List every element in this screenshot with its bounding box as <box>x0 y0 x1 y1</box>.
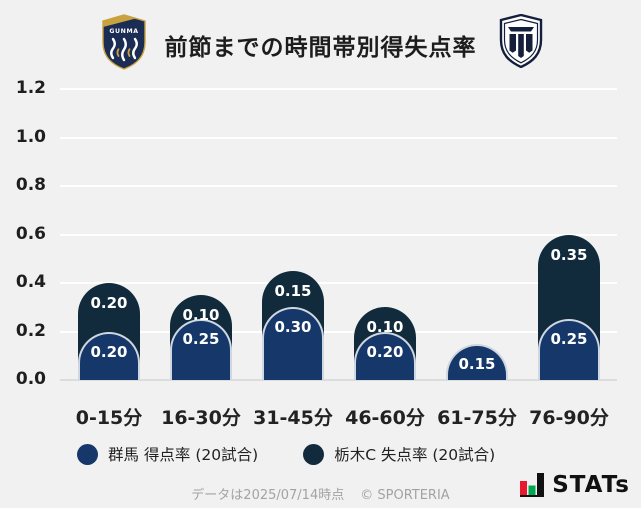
stats-logo: STATs <box>519 472 630 498</box>
data-source-note: データは2025/07/14時点 © SPORTERIA <box>0 484 641 503</box>
gridline <box>60 282 617 284</box>
legend-label: 栃木C 失点率 (20試合) <box>334 446 496 464</box>
y-tick-label: 0.2 <box>15 320 46 341</box>
y-tick-label: 0.0 <box>15 369 46 389</box>
tochigi-city-crest-icon <box>499 13 543 69</box>
score-rate-value-label: 0.25 <box>182 330 220 349</box>
gridline <box>60 185 617 187</box>
concede-rate-value-label: 0.10 <box>182 306 220 325</box>
concede-rate-value-label: 0.35 <box>550 245 588 264</box>
y-tick-label: 0.4 <box>15 272 46 292</box>
gunma-crest-logo: GUNMA <box>100 14 148 74</box>
score-rate-value-label: 0.15 <box>458 354 496 373</box>
score-rate-bar <box>538 319 600 380</box>
stats-brand-text: STATs <box>552 472 630 498</box>
x-tick-label: 0-15分 <box>75 407 143 429</box>
stats-bar-chart-icon <box>520 473 545 497</box>
gunma-crest-icon: GUNMA <box>102 14 146 70</box>
x-tick-label: 31-45分 <box>253 407 333 429</box>
concede-rate-value-label: 0.15 <box>274 281 312 300</box>
score-rate-bar <box>170 319 232 380</box>
copyright-text: © SPORTERIA <box>360 488 450 503</box>
y-tick-label: 1.0 <box>15 126 46 147</box>
tochigi-legend-swatch-icon <box>303 443 325 465</box>
score-rate-value-label: 0.20 <box>366 342 404 361</box>
score-rate-bar <box>78 331 140 380</box>
concede-rate-value-label: 0.20 <box>90 294 128 312</box>
svg-text:GUNMA: GUNMA <box>109 28 138 35</box>
chart-legend: 群馬 得点率 (20試合) 栃木C 失点率 (20試合) <box>77 443 495 465</box>
score-rate-value-label: 0.25 <box>550 330 588 349</box>
y-tick-label: 0.6 <box>15 223 46 244</box>
y-tick-label: 0.8 <box>15 175 46 195</box>
gridline <box>60 136 617 139</box>
x-tick-label: 76-90分 <box>529 407 609 429</box>
x-tick-label: 46-60分 <box>345 407 425 429</box>
legend-label: 群馬 得点率 (20試合) <box>108 446 259 464</box>
data-date-note: データは2025/07/14時点 <box>191 488 345 503</box>
legend-item-tochigi-concede-rate: 栃木C 失点率 (20試合) <box>303 443 495 465</box>
gridline <box>60 233 617 236</box>
score-rate-bar <box>354 331 416 380</box>
x-tick-label: 61-75分 <box>437 407 517 429</box>
score-rate-value-label: 0.30 <box>274 318 312 337</box>
gridline <box>60 330 617 333</box>
concede-rate-value-label: 0.10 <box>366 318 404 337</box>
legend-item-gunma-score-rate: 群馬 得点率 (20試合) <box>77 443 258 465</box>
gridline <box>60 88 617 90</box>
score-rate-bar <box>262 307 324 380</box>
x-axis-baseline <box>60 379 617 381</box>
x-tick-label: 16-30分 <box>161 407 241 429</box>
y-tick-label: 1.2 <box>15 78 46 98</box>
page-title: 前節までの時間帯別得失点率 <box>164 35 477 61</box>
gunma-legend-swatch-icon <box>77 443 98 465</box>
tochigi-city-crest-logo <box>497 13 545 72</box>
score-rate-value-label: 0.20 <box>90 342 128 361</box>
